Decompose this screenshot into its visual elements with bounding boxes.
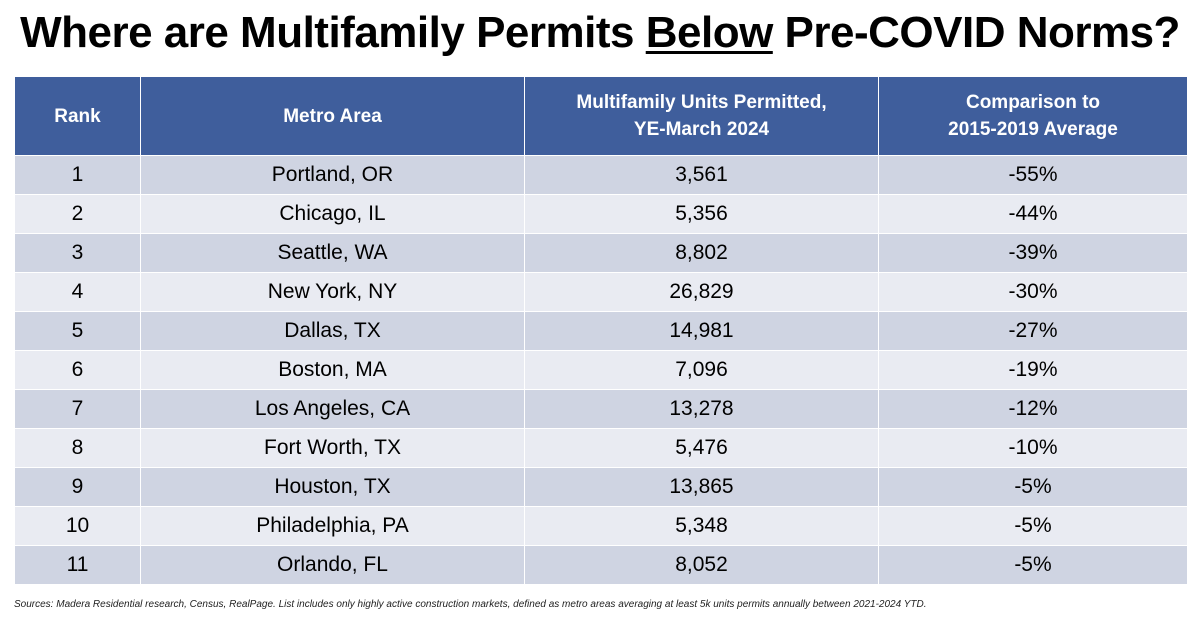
metro-area-cell: Orlando, FL (140, 545, 525, 585)
comparison-cell: -10% (878, 428, 1188, 468)
rank-cell: 11 (14, 545, 141, 585)
table-row: 8 Fort Worth, TX 5,476 -10% (14, 428, 1188, 468)
units-permitted-cell: 5,356 (524, 194, 879, 234)
comparison-cell: -5% (878, 506, 1188, 546)
comparison-cell: -30% (878, 272, 1188, 312)
header-comparison-line1: Comparison to (965, 92, 1101, 113)
header-units-permitted: Multifamily Units Permitted, YE-March 20… (524, 76, 879, 156)
metro-area-cell: New York, NY (140, 272, 525, 312)
title-emphasis: Below (645, 8, 774, 57)
table-body: 1 Portland, OR 3,561 -55% 2 Chicago, IL 5,356-… (14, 155, 1188, 585)
header-units-permitted-line1: Multifamily Units Permitted, (576, 92, 827, 113)
table-row: 11 Orlando, FL 8,052 -5% (14, 545, 1188, 585)
header-rank: Rank (14, 76, 141, 156)
table-row: 3 Seattle, WA 8,802 -39% (14, 233, 1188, 273)
comparison-cell: -5% (878, 545, 1188, 585)
table-header-row: Rank Metro Area Multifamily Units Permit… (14, 76, 1188, 156)
table-row: 5 Dallas, TX 14,981 -27% (14, 311, 1188, 351)
comparison-cell: -39% (878, 233, 1188, 273)
table-row: 1 Portland, OR 3,561 -55% (14, 155, 1188, 195)
permits-table: Rank Metro Area Multifamily Units Permit… (14, 76, 1188, 585)
metro-area-cell: Chicago, IL (140, 194, 525, 234)
rank-cell: 5 (14, 311, 141, 351)
header-comparison-line2: 2015-2019 Average (948, 119, 1118, 140)
rank-cell: 4 (14, 272, 141, 312)
rank-cell: 7 (14, 389, 141, 429)
units-permitted-cell: 8,802 (524, 233, 879, 273)
metro-area-cell: Boston, MA (140, 350, 525, 390)
metro-area-cell: Seattle, WA (140, 233, 525, 273)
units-permitted-cell: 3,561 (524, 155, 879, 195)
comparison-cell: -55% (878, 155, 1188, 195)
units-permitted-cell: 5,476 (524, 428, 879, 468)
header-units-permitted-line2: YE-March 2024 (633, 119, 770, 140)
header-metro-area: Metro Area (140, 76, 525, 156)
header-comparison: Comparison to 2015-2019 Average (878, 76, 1188, 156)
metro-area-cell: Fort Worth, TX (140, 428, 525, 468)
table-row: 4 New York, NY 26,829 -30% (14, 272, 1188, 312)
table-row: 7 Los Angeles, CA 13,278 -12% (14, 389, 1188, 429)
metro-area-cell: Dallas, TX (140, 311, 525, 351)
rank-cell: 10 (14, 506, 141, 546)
metro-area-cell: Houston, TX (140, 467, 525, 507)
units-permitted-cell: 13,278 (524, 389, 879, 429)
comparison-cell: -5% (878, 467, 1188, 507)
rank-cell: 6 (14, 350, 141, 390)
title-text-before: Where are Multifamily Permits (20, 8, 646, 57)
comparison-cell: -44% (878, 194, 1188, 234)
units-permitted-cell: 13,865 (524, 467, 879, 507)
header-rank-label: Rank (54, 105, 101, 127)
title-text-after: Pre-COVID Norms? (772, 8, 1181, 57)
table-row: 10 Philadelphia, PA 5,348 -5% (14, 506, 1188, 546)
rank-cell: 3 (14, 233, 141, 273)
rank-cell: 2 (14, 194, 141, 234)
header-metro-area-label: Metro Area (283, 105, 382, 127)
units-permitted-cell: 26,829 (524, 272, 879, 312)
rank-cell: 9 (14, 467, 141, 507)
sources-footnote: Sources: Madera Residential research, Ce… (14, 599, 927, 610)
metro-area-cell: Philadelphia, PA (140, 506, 525, 546)
page-title: Where are Multifamily Permits Below Pre-… (0, 8, 1200, 58)
units-permitted-cell: 7,096 (524, 350, 879, 390)
metro-area-cell: Los Angeles, CA (140, 389, 525, 429)
table-row: 2 Chicago, IL 5,356 -44% (14, 194, 1188, 234)
units-permitted-cell: 14,981 (524, 311, 879, 351)
table-row: 9 Houston, TX 13,865 -5% (14, 467, 1188, 507)
table-row: 6 Boston, MA 7,096 -19% (14, 350, 1188, 390)
rank-cell: 8 (14, 428, 141, 468)
rank-cell: 1 (14, 155, 141, 195)
comparison-cell: -27% (878, 311, 1188, 351)
comparison-cell: -19% (878, 350, 1188, 390)
comparison-cell: -12% (878, 389, 1188, 429)
metro-area-cell: Portland, OR (140, 155, 525, 195)
units-permitted-cell: 8,052 (524, 545, 879, 585)
units-permitted-cell: 5,348 (524, 506, 879, 546)
